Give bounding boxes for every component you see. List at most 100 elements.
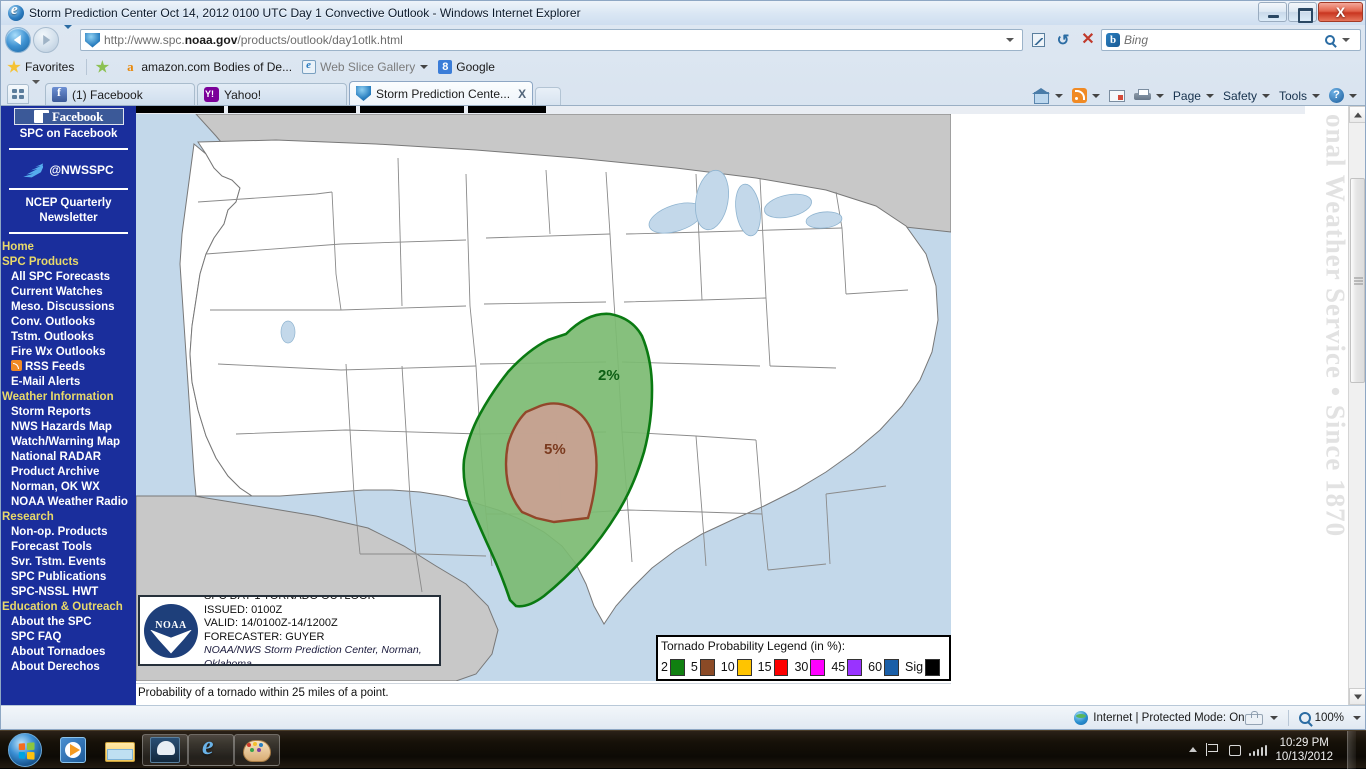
- favorite-amazon[interactable]: a amazon.com Bodies of De...: [123, 60, 292, 74]
- sidebar-item-e-mail-alerts[interactable]: E-Mail Alerts: [1, 375, 136, 390]
- close-icon[interactable]: X: [510, 87, 526, 101]
- search-input[interactable]: b Bing: [1101, 29, 1361, 51]
- sidebar-item-product-archive[interactable]: Product Archive: [1, 465, 136, 480]
- sidebar-item-fire-wx-outlooks[interactable]: Fire Wx Outlooks: [1, 345, 136, 360]
- close-button[interactable]: X: [1318, 2, 1363, 22]
- minimize-button[interactable]: [1258, 2, 1287, 22]
- sidebar-item-education-outreach[interactable]: Education & Outreach: [1, 600, 136, 615]
- sidebar-item-spc-publications[interactable]: SPC Publications: [1, 570, 136, 585]
- tab-bar: (1) Facebook Yahoo! Storm Prediction Cen…: [1, 79, 1365, 105]
- help-menu[interactable]: ?: [1329, 88, 1357, 103]
- sidebar-item-non-op-products[interactable]: Non-op. Products: [1, 525, 136, 540]
- scroll-down-button[interactable]: [1349, 688, 1365, 705]
- sidebar-item-current-watches[interactable]: Current Watches: [1, 285, 136, 300]
- compatibility-view-button[interactable]: [1026, 29, 1050, 51]
- safety-menu[interactable]: Safety: [1223, 89, 1270, 103]
- taskbar-clock[interactable]: 10:29 PM 10/13/2012: [1275, 736, 1333, 764]
- sidebar-item-research[interactable]: Research: [1, 510, 136, 525]
- privacy-icon[interactable]: [1245, 711, 1261, 725]
- sidebar-item-spc-nssl-hwt[interactable]: SPC-NSSL HWT: [1, 585, 136, 600]
- taskbar-paint[interactable]: [234, 734, 280, 766]
- show-desktop-button[interactable]: [1347, 731, 1356, 769]
- chevron-down-icon[interactable]: [1270, 716, 1278, 720]
- sidebar-item-nws-hazards-map[interactable]: NWS Hazards Map: [1, 420, 136, 435]
- sidebar-item-about-the-spc[interactable]: About the SPC: [1, 615, 136, 630]
- home-button[interactable]: [1033, 88, 1063, 103]
- taskbar-windows-media-player[interactable]: [50, 734, 96, 766]
- sidebar-item-about-tornadoes[interactable]: About Tornadoes: [1, 645, 136, 660]
- sidebar-item-spc-products[interactable]: SPC Products: [1, 255, 136, 270]
- favorites-button[interactable]: Favorites: [7, 60, 74, 74]
- newsletter-link-line2[interactable]: Newsletter: [1, 211, 136, 226]
- tab-facebook[interactable]: (1) Facebook: [45, 83, 195, 105]
- sidebar-item-norman-ok-wx[interactable]: Norman, OK WX: [1, 480, 136, 495]
- chevron-down-icon[interactable]: [1206, 94, 1214, 98]
- tab-storm-prediction-center[interactable]: Storm Prediction Cente... X: [349, 81, 533, 105]
- search-icon[interactable]: [1325, 35, 1335, 45]
- facebook-caption[interactable]: SPC on Facebook: [1, 127, 136, 142]
- tab-list-dropdown[interactable]: [29, 84, 43, 104]
- favorite-web-slice-gallery[interactable]: Web Slice Gallery: [302, 60, 428, 74]
- sidebar-item-all-spc-forecasts[interactable]: All SPC Forecasts: [1, 270, 136, 285]
- scroll-up-button[interactable]: [1349, 106, 1365, 123]
- volume-icon[interactable]: [1249, 744, 1268, 756]
- legend-swatch-5: [700, 659, 715, 676]
- tab-label: Storm Prediction Cente...: [376, 87, 510, 101]
- taskbar-internet-explorer[interactable]: [188, 734, 234, 766]
- newsletter-link-line1[interactable]: NCEP Quarterly: [1, 196, 136, 211]
- quick-tabs-button[interactable]: [7, 84, 29, 104]
- maximize-button[interactable]: [1288, 2, 1317, 22]
- sidebar-item-conv-outlooks[interactable]: Conv. Outlooks: [1, 315, 136, 330]
- favorite-google[interactable]: 8 Google: [438, 60, 495, 74]
- search-dropdown-icon[interactable]: [1342, 38, 1350, 42]
- feeds-button[interactable]: [1072, 88, 1100, 103]
- chevron-down-icon[interactable]: [1349, 94, 1357, 98]
- history-dropdown-icon[interactable]: [61, 29, 75, 51]
- sidebar-item-rss-feeds[interactable]: RSS Feeds: [1, 360, 136, 375]
- sidebar-item-storm-reports[interactable]: Storm Reports: [1, 405, 136, 420]
- zoom-icon[interactable]: [1299, 712, 1311, 724]
- address-bar[interactable]: http://www.spc.noaa.gov/products/outlook…: [80, 29, 1023, 51]
- sidebar-item-svr-tstm-events[interactable]: Svr. Tstm. Events: [1, 555, 136, 570]
- address-dropdown-icon[interactable]: [1006, 38, 1014, 42]
- show-hidden-icons-button[interactable]: [1189, 747, 1197, 752]
- add-to-favorites-bar-button[interactable]: [95, 60, 113, 74]
- network-icon[interactable]: [1227, 743, 1241, 756]
- taskbar-windows-explorer[interactable]: [96, 734, 142, 766]
- taskbar-pinned-app[interactable]: [142, 734, 188, 766]
- chevron-down-icon[interactable]: [1312, 94, 1320, 98]
- chevron-down-icon[interactable]: [1262, 94, 1270, 98]
- sidebar-item-about-derechos[interactable]: About Derechos: [1, 660, 136, 675]
- chevron-down-icon[interactable]: [1055, 94, 1063, 98]
- sidebar-item-watch-warning-map[interactable]: Watch/Warning Map: [1, 435, 136, 450]
- back-button[interactable]: [5, 27, 31, 53]
- sidebar-item-forecast-tools[interactable]: Forecast Tools: [1, 540, 136, 555]
- vertical-scrollbar[interactable]: [1348, 106, 1365, 705]
- sidebar-item-tstm-outlooks[interactable]: Tstm. Outlooks: [1, 330, 136, 345]
- action-center-icon[interactable]: [1205, 743, 1219, 756]
- chevron-down-icon[interactable]: [420, 65, 428, 69]
- sidebar-item-noaa-weather-radio[interactable]: NOAA Weather Radio: [1, 495, 136, 510]
- start-button[interactable]: [8, 733, 42, 767]
- scrollbar-thumb[interactable]: [1350, 178, 1365, 383]
- print-button[interactable]: [1134, 89, 1164, 103]
- page-menu[interactable]: Page: [1173, 89, 1214, 103]
- refresh-button[interactable]: ↺: [1051, 29, 1075, 51]
- sidebar-item-weather-information[interactable]: Weather Information: [1, 390, 136, 405]
- chevron-down-icon[interactable]: [1156, 94, 1164, 98]
- sidebar-item-home[interactable]: Home: [1, 240, 136, 255]
- tools-menu[interactable]: Tools: [1279, 89, 1320, 103]
- twitter-link[interactable]: @NWSSPC: [1, 156, 136, 182]
- read-mail-button[interactable]: [1109, 90, 1125, 102]
- forward-button[interactable]: [33, 27, 59, 53]
- stop-button[interactable]: ✕: [1076, 29, 1100, 51]
- chevron-down-icon[interactable]: [1092, 94, 1100, 98]
- new-tab-button[interactable]: [535, 87, 561, 105]
- webslice-icon: [302, 60, 316, 74]
- chevron-down-icon[interactable]: [1353, 716, 1361, 720]
- sidebar-item-spc-faq[interactable]: SPC FAQ: [1, 630, 136, 645]
- facebook-banner[interactable]: Facebook: [14, 108, 124, 125]
- sidebar-item-national-radar[interactable]: National RADAR: [1, 450, 136, 465]
- tab-yahoo[interactable]: Yahoo!: [197, 83, 347, 105]
- sidebar-item-meso-discussions[interactable]: Meso. Discussions: [1, 300, 136, 315]
